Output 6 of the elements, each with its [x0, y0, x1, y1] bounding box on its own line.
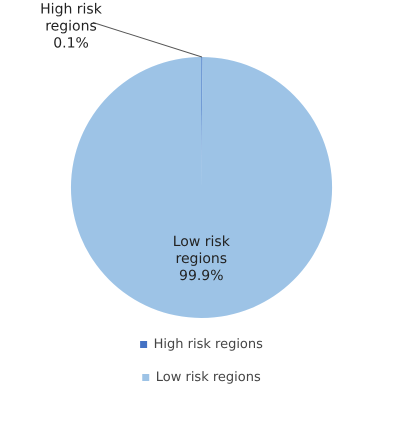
- slice-label: Low risk regions: [172, 234, 231, 267]
- slice-label: High risk regions: [40, 2, 103, 35]
- data-label: 0.1%: [53, 36, 89, 52]
- legend-label: High risk regions: [154, 336, 264, 352]
- legend-label: Low risk regions: [156, 370, 261, 385]
- data-label: 99.9%: [179, 268, 224, 284]
